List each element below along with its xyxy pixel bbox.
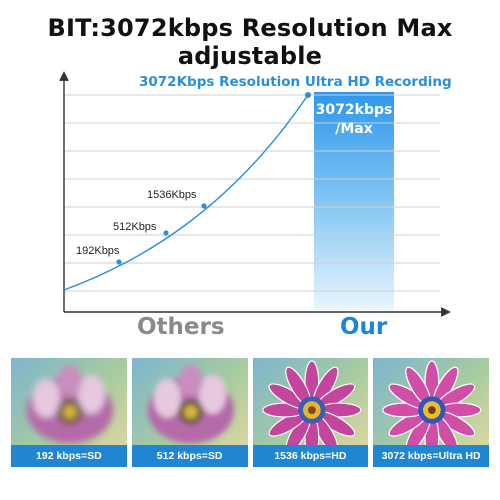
caption-3072: 3072 kbps=Ultra HD	[373, 445, 489, 467]
flower-blurry-icon-2	[147, 364, 234, 444]
label-512: 512Kbps	[113, 221, 157, 233]
flower-sharp-icon	[261, 360, 361, 460]
label-192: 192Kbps	[76, 245, 120, 257]
others-label: Others	[137, 314, 225, 340]
caption-1536: 1536 kbps=HD	[252, 445, 369, 467]
caption-512: 512 kbps=SD	[131, 445, 248, 467]
gridlines	[64, 94, 440, 292]
label-1536: 1536Kbps	[147, 189, 197, 201]
caption-192: 192 kbps=SD	[11, 445, 127, 467]
point-192	[116, 259, 122, 265]
bitrate-chart: 192Kbps 512Kbps 1536Kbps 3072Kbps Resolu…	[59, 71, 452, 317]
column-label-line1: 3072kbps	[316, 102, 393, 118]
flower-blurry-icon	[26, 364, 114, 444]
bitrate-curve	[63, 94, 309, 291]
headline: BIT:3072kbps Resolution Max adjustable	[47, 14, 453, 70]
point-3072	[305, 92, 311, 98]
column-label-line2: /Max	[335, 121, 373, 137]
max-bitrate-column	[314, 92, 394, 310]
caption-bar: 192 kbps=SD 512 kbps=SD 1536 kbps=HD 307…	[11, 445, 489, 467]
point-512	[163, 230, 169, 236]
chart-title: 3072Kbps Resolution Ultra HD Recording	[139, 74, 452, 90]
our-label: Our	[340, 314, 388, 340]
point-1536	[201, 203, 207, 209]
